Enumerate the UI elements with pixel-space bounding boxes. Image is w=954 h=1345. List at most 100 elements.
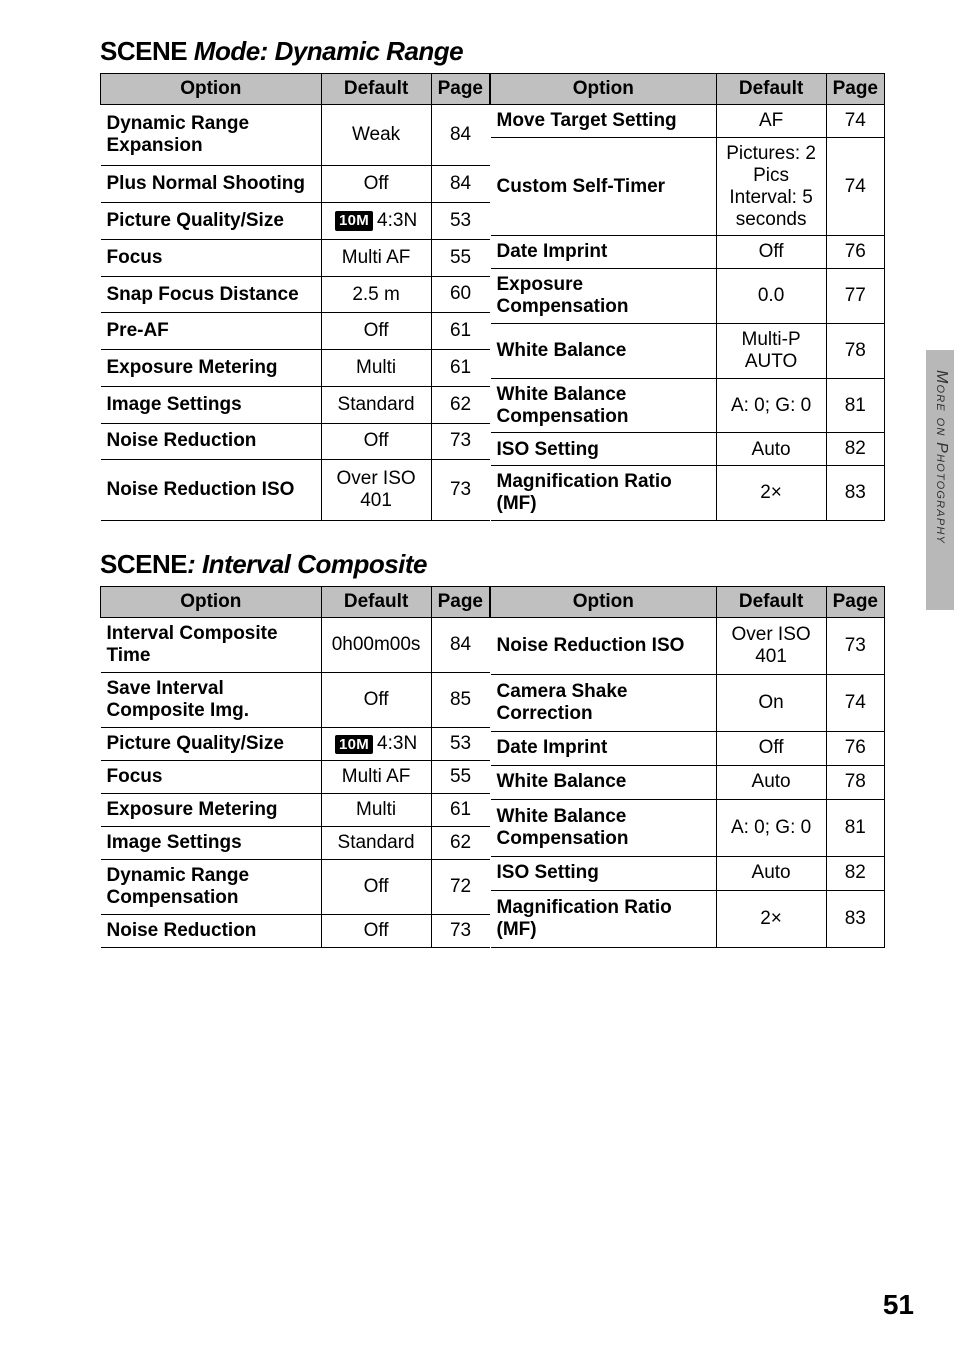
- size-tail: 4:3N: [373, 210, 417, 232]
- section2-left-table: Option Default Page Interval Composite T…: [100, 586, 490, 948]
- default-cell: Multi: [321, 794, 431, 827]
- page-cell: 72: [431, 860, 489, 915]
- option-cell: White Balance: [491, 324, 717, 379]
- default-cell: Pictures: 2 PicsInterval: 5 seconds: [716, 138, 826, 236]
- th-option: Option: [101, 74, 322, 105]
- table-row: White BalanceMulti-P AUTO78: [491, 324, 885, 379]
- option-cell: Pre-AF: [101, 313, 322, 350]
- table-row: Picture Quality/Size10M4:3N53: [101, 202, 490, 239]
- section1-title: SCENE Mode: Dynamic Range: [100, 36, 894, 67]
- default-cell: Over ISO 401: [716, 618, 826, 675]
- option-cell: Magnification Ratio (MF): [491, 466, 717, 521]
- page-cell: 61: [431, 313, 489, 350]
- table-row: Noise ReductionOff73: [101, 914, 490, 947]
- section2-title: SCENE: Interval Composite: [100, 549, 894, 580]
- default-cell: Off: [716, 236, 826, 269]
- default-cell: 0.0: [716, 269, 826, 324]
- table-row: ISO SettingAuto82: [491, 433, 885, 466]
- page-cell: 74: [826, 138, 884, 236]
- default-cell: Auto: [716, 433, 826, 466]
- th-page: Page: [826, 74, 884, 105]
- default-cell: 2×: [716, 466, 826, 521]
- table-row: Plus Normal ShootingOff84: [101, 165, 490, 202]
- default-cell: Off: [716, 731, 826, 765]
- default-cell: Auto: [716, 856, 826, 890]
- page-cell: 84: [431, 618, 489, 673]
- size-tail: 4:3N: [373, 733, 417, 755]
- table-row: Date ImprintOff76: [491, 731, 885, 765]
- section1-left-table: Option Default Page Dynamic Range Expans…: [100, 73, 490, 521]
- option-cell: Date Imprint: [491, 236, 717, 269]
- table-row: Image SettingsStandard62: [101, 827, 490, 860]
- default-cell: Multi-P AUTO: [716, 324, 826, 379]
- page-cell: 53: [431, 202, 489, 239]
- table-row: Noise Reduction ISOOver ISO 40173: [491, 618, 885, 675]
- section2-mode: : Interval Composite: [187, 549, 427, 579]
- default-cell: A: 0; G: 0: [716, 378, 826, 433]
- default-cell: 2.5 m: [321, 276, 431, 313]
- size-badge: 10M: [335, 211, 373, 230]
- option-cell: ISO Setting: [491, 433, 717, 466]
- table-row: White Balance CompensationA: 0; G: 081: [491, 378, 885, 433]
- table-row: Exposure MeteringMulti61: [101, 794, 490, 827]
- table-row: FocusMulti AF55: [101, 239, 490, 276]
- default-cell: Multi: [321, 350, 431, 387]
- option-cell: Focus: [101, 239, 322, 276]
- table-row: Noise Reduction ISOOver ISO 40173: [101, 460, 490, 521]
- table-row: Save Interval Composite Img.Off85: [101, 672, 490, 727]
- option-cell: Snap Focus Distance: [101, 276, 322, 313]
- option-cell: Image Settings: [101, 386, 322, 423]
- page-cell: 74: [826, 105, 884, 138]
- table-row: Picture Quality/Size10M4:3N53: [101, 727, 490, 761]
- table-row: Dynamic Range ExpansionWeak84: [101, 105, 490, 166]
- page-cell: 83: [826, 466, 884, 521]
- default-cell: 2×: [716, 890, 826, 947]
- table-row: Magnification Ratio (MF)2×83: [491, 466, 885, 521]
- table-row: Magnification Ratio (MF)2×83: [491, 890, 885, 947]
- page-cell: 76: [826, 236, 884, 269]
- option-cell: White Balance Compensation: [491, 800, 717, 857]
- page-cell: 73: [431, 460, 489, 521]
- page-cell: 55: [431, 761, 489, 794]
- page-cell: 76: [826, 731, 884, 765]
- default-cell: Standard: [321, 827, 431, 860]
- option-cell: Focus: [101, 761, 322, 794]
- option-cell: Image Settings: [101, 827, 322, 860]
- th-page: Page: [431, 587, 489, 618]
- table-row: Image SettingsStandard62: [101, 386, 490, 423]
- option-cell: Camera Shake Correction: [491, 674, 717, 731]
- option-cell: Noise Reduction: [101, 423, 322, 460]
- page-cell: 84: [431, 165, 489, 202]
- th-default: Default: [716, 587, 826, 618]
- default-cell: Off: [321, 423, 431, 460]
- page-cell: 53: [431, 727, 489, 761]
- default-cell: Over ISO 401: [321, 460, 431, 521]
- option-cell: Exposure Metering: [101, 794, 322, 827]
- th-option: Option: [491, 587, 717, 618]
- option-cell: Exposure Compensation: [491, 269, 717, 324]
- section2-tables: Option Default Page Interval Composite T…: [100, 586, 894, 948]
- page-cell: 82: [826, 856, 884, 890]
- section1-mode: Mode: Dynamic Range: [187, 36, 463, 66]
- page-cell: 73: [431, 914, 489, 947]
- default-cell: 0h00m00s: [321, 618, 431, 673]
- option-cell: Magnification Ratio (MF): [491, 890, 717, 947]
- table-row: Camera Shake CorrectionOn74: [491, 674, 885, 731]
- default-cell: AF: [716, 105, 826, 138]
- page-cell: 81: [826, 800, 884, 857]
- table-row: Date ImprintOff76: [491, 236, 885, 269]
- option-cell: Noise Reduction ISO: [101, 460, 322, 521]
- page-cell: 78: [826, 324, 884, 379]
- option-cell: Custom Self-Timer: [491, 138, 717, 236]
- page-cell: 82: [826, 433, 884, 466]
- table-row: Noise ReductionOff73: [101, 423, 490, 460]
- option-cell: White Balance Compensation: [491, 378, 717, 433]
- option-cell: Noise Reduction ISO: [491, 618, 717, 675]
- table-row: Interval Composite Time0h00m00s84: [101, 618, 490, 673]
- option-cell: Date Imprint: [491, 731, 717, 765]
- default-cell: Off: [321, 165, 431, 202]
- page-number: 51: [883, 1289, 914, 1321]
- option-cell: Dynamic Range Expansion: [101, 105, 322, 166]
- table-row: Snap Focus Distance2.5 m60: [101, 276, 490, 313]
- default-cell: Off: [321, 914, 431, 947]
